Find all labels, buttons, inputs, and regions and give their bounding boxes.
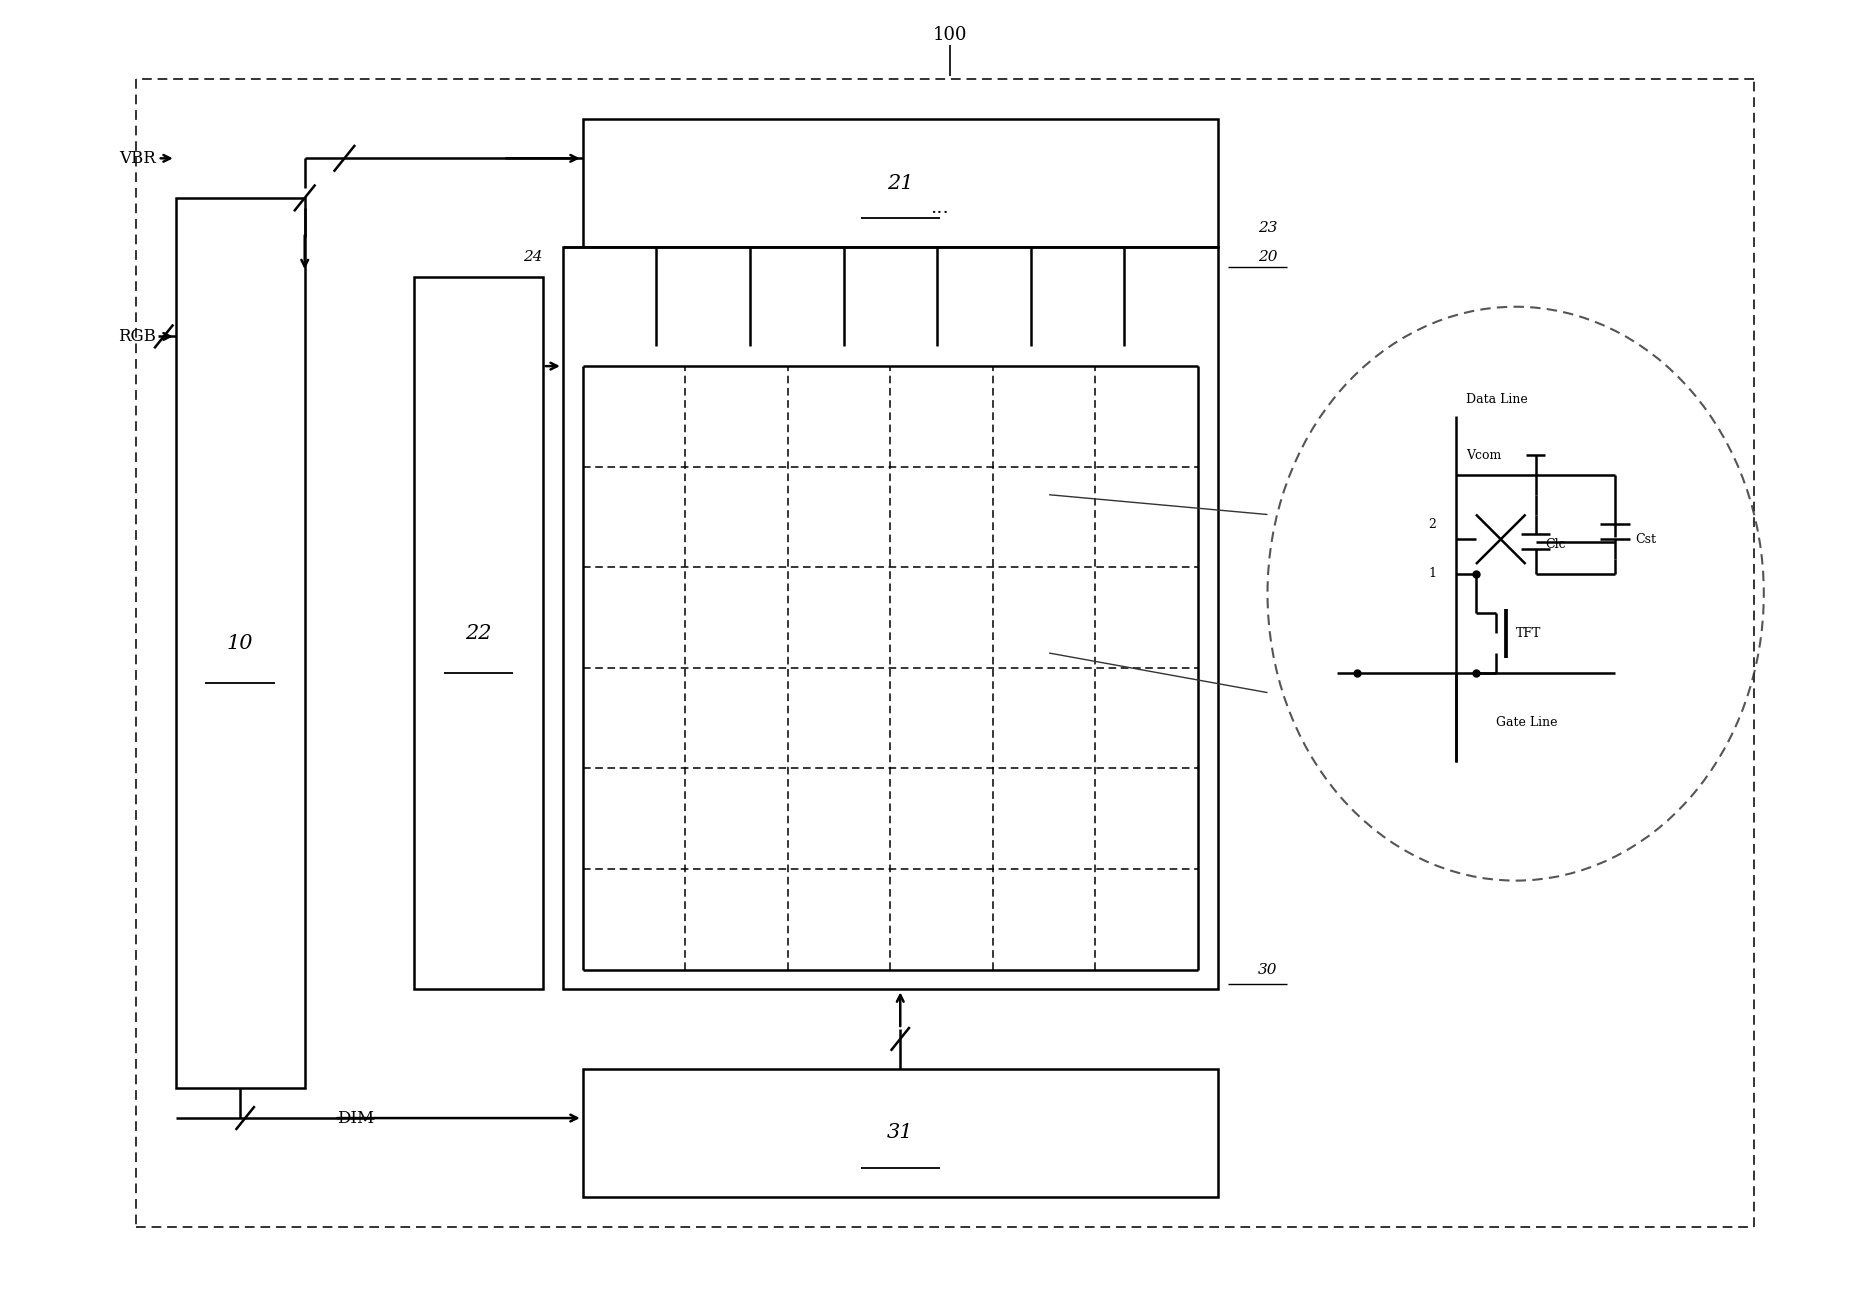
Bar (583, 1069, 1217, 1197)
Text: 10: 10 (226, 634, 254, 653)
Text: 2: 2 (1429, 517, 1436, 530)
Text: Cst: Cst (1634, 533, 1655, 546)
Text: 20: 20 (1259, 251, 1277, 264)
Text: 22: 22 (466, 624, 492, 643)
Bar (176, 198, 305, 1088)
Text: VBR: VBR (120, 150, 155, 167)
Text: 31: 31 (886, 1124, 914, 1142)
Bar (563, 247, 1217, 990)
Text: ...: ... (931, 198, 950, 217)
Text: DIM: DIM (337, 1109, 374, 1127)
Bar (583, 118, 1217, 247)
Text: 1: 1 (1429, 567, 1436, 580)
Text: 23: 23 (1259, 221, 1277, 235)
Bar (413, 277, 542, 990)
Text: 24: 24 (524, 251, 542, 264)
Text: TFT: TFT (1517, 626, 1541, 639)
Text: 21: 21 (886, 173, 914, 193)
Text: Clc: Clc (1545, 538, 1565, 550)
Text: Vcom: Vcom (1466, 449, 1502, 462)
Text: 100: 100 (933, 26, 967, 43)
Text: RGB: RGB (118, 328, 155, 345)
Text: 30: 30 (1259, 962, 1277, 977)
Text: Gate Line: Gate Line (1496, 716, 1558, 729)
Text: Data Line: Data Line (1466, 393, 1528, 406)
